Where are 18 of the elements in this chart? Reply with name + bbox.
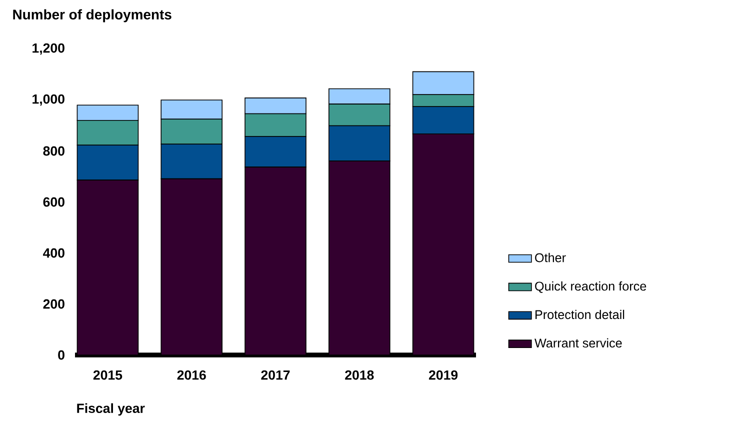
legend-label: Warrant service (534, 338, 622, 348)
y-tick-label: 0 (58, 350, 64, 360)
x-tick-label: 2017 (261, 370, 290, 380)
y-tick-label: 1,200 (32, 43, 64, 55)
y-tick-label: 800 (43, 146, 64, 156)
x-tick-label: 2016 (177, 370, 206, 380)
legend-label: Protection detail (536, 310, 624, 320)
x-tick-label: 2018 (345, 370, 374, 380)
x-tick-label: 2019 (428, 370, 458, 380)
chart-title: Number of deployments (13, 9, 172, 22)
y-tick-label: 1,000 (32, 94, 64, 106)
x-axis-title: Fiscal year (77, 403, 145, 416)
legend-label: Other (535, 252, 566, 262)
x-tick-label: 2015 (93, 370, 122, 380)
y-tick-label: 200 (43, 299, 64, 309)
y-tick-label: 600 (43, 197, 64, 207)
legend-label: Quick reaction force (535, 281, 646, 293)
y-tick-label: 400 (43, 248, 64, 258)
